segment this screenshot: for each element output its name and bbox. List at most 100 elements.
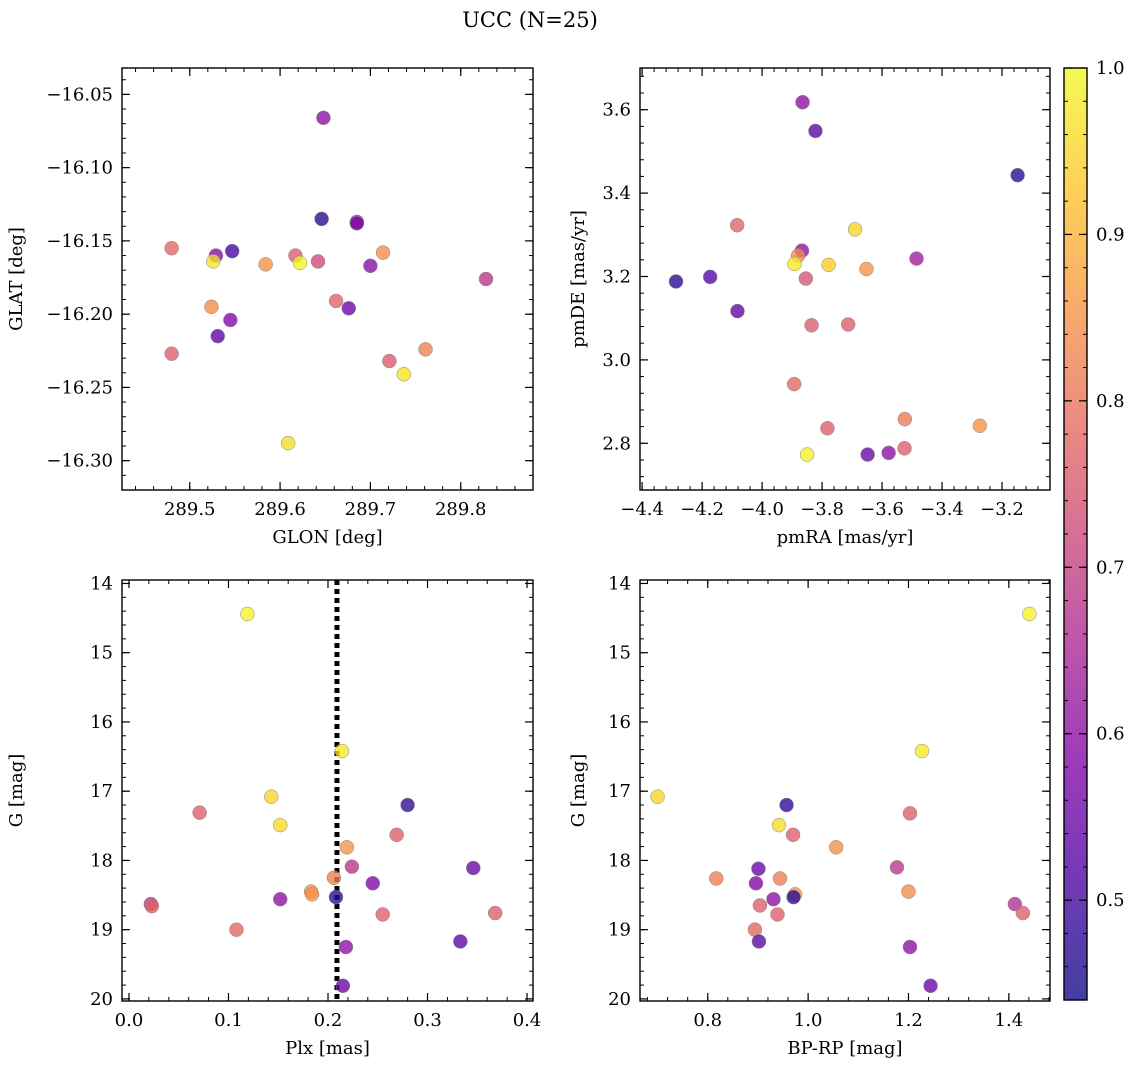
x-axis-label: GLON [deg]	[272, 527, 382, 548]
data-point	[668, 274, 684, 289]
y-tick-label: 18	[608, 850, 631, 871]
data-point	[314, 211, 329, 227]
data-point	[164, 346, 179, 361]
y-tick-label: −16.05	[46, 84, 113, 105]
y-tick-label: 15	[608, 643, 631, 664]
data-point	[272, 891, 288, 907]
x-tick-label: −4.2	[680, 499, 724, 520]
data-point	[1010, 167, 1025, 183]
panel-plx-g: 0.0 0.1 0.2 0.3 0.4 14 15 16 17 18 19 20 Plx [mas] G …	[6, 573, 541, 1059]
data-point	[272, 817, 288, 833]
data-point	[821, 257, 836, 273]
data-point	[914, 743, 930, 759]
data-point	[766, 891, 781, 907]
y-tick-label: −16.25	[46, 377, 113, 398]
data-point	[205, 254, 221, 269]
data-point	[972, 418, 988, 434]
y-tick-label: 2.8	[602, 433, 631, 454]
x-axis-label: Plx [mas]	[285, 1038, 370, 1059]
x-tick-label: 289.8	[435, 499, 487, 520]
x-axis-label: pmRA [mas/yr]	[777, 527, 914, 548]
axes-frame	[639, 67, 1051, 491]
colorbar-tick-label: 1.0	[1096, 58, 1125, 79]
x-axis-label: BP-RP [mag]	[787, 1038, 902, 1059]
y-tick-label: 16	[90, 712, 113, 733]
x-tick-label: 0.3	[413, 1010, 442, 1031]
data-point	[363, 258, 378, 274]
data-point	[229, 922, 244, 937]
y-tick-label: 17	[90, 781, 113, 802]
data-point	[702, 269, 718, 285]
data-point	[164, 240, 179, 256]
x-tick-label: 289.6	[254, 499, 306, 520]
data-point	[901, 884, 916, 899]
colorbar-tick-label: 0.6	[1096, 724, 1125, 745]
data-point	[487, 905, 503, 921]
data-point	[389, 827, 404, 843]
data-point	[264, 789, 279, 804]
data-point	[786, 376, 802, 392]
data-point	[772, 871, 788, 886]
data-point	[204, 299, 219, 315]
data-point	[375, 245, 391, 260]
data-point	[902, 806, 918, 821]
data-point	[840, 317, 856, 332]
x-tick-label: 289.7	[345, 499, 397, 520]
x-tick-label: −4.4	[620, 499, 664, 520]
data-point	[770, 907, 785, 922]
data-point	[897, 441, 912, 456]
data-point	[466, 860, 481, 876]
y-tick-label: 18	[90, 850, 113, 871]
data-point	[478, 271, 494, 287]
colorbar-tick-label: 0.5	[1096, 890, 1125, 911]
data-point	[375, 907, 390, 922]
y-axis-label: G [mag]	[568, 754, 589, 827]
y-tick-label: 20	[608, 989, 631, 1010]
y-tick-label: 19	[90, 920, 113, 941]
y-tick-label: 16	[608, 712, 631, 733]
data-point	[316, 110, 331, 126]
data-point	[453, 934, 468, 949]
data-point	[326, 870, 342, 885]
data-point	[923, 978, 938, 994]
y-tick-label: 14	[90, 573, 113, 594]
data-point	[820, 421, 835, 436]
data-point	[804, 318, 819, 333]
data-point	[909, 251, 924, 266]
data-point	[828, 840, 844, 855]
y-tick-label: 19	[608, 920, 631, 941]
x-tick-label: 1.4	[995, 1010, 1024, 1031]
y-tick-label: 3.2	[602, 266, 631, 287]
data-point	[751, 861, 766, 876]
y-tick-label: 17	[608, 781, 631, 802]
axes-frame	[121, 579, 534, 1002]
data-point	[729, 217, 745, 233]
data-point	[709, 871, 724, 886]
colorbar-tick-label: 0.8	[1096, 391, 1125, 412]
data-point	[192, 805, 207, 820]
x-tick-label: 0.4	[513, 1010, 542, 1031]
data-point	[730, 303, 745, 319]
x-tick-label: 0.8	[693, 1010, 722, 1031]
data-point	[859, 261, 874, 277]
x-tick-label: 0.0	[115, 1010, 144, 1031]
figure-title: UCC (N=25)	[462, 8, 598, 32]
y-tick-label: 14	[608, 573, 631, 594]
colorbar-tick-label: 0.9	[1096, 224, 1125, 245]
data-point	[240, 606, 255, 622]
data-point	[339, 840, 355, 855]
data-point	[1022, 606, 1037, 622]
x-tick-label: 1.0	[794, 1010, 823, 1031]
y-axis-label: pmDE [mas/yr]	[568, 210, 589, 348]
y-tick-label: 3.4	[602, 183, 631, 204]
y-tick-label: −16.30	[46, 451, 113, 472]
data-point	[304, 887, 320, 902]
data-point	[328, 293, 344, 309]
data-point	[752, 898, 768, 913]
data-point	[808, 123, 823, 139]
data-point	[335, 978, 351, 994]
data-point	[382, 353, 397, 369]
data-point	[902, 939, 918, 955]
y-tick-label: −16.20	[46, 304, 113, 325]
y-axis-label: G [mag]	[6, 754, 27, 827]
